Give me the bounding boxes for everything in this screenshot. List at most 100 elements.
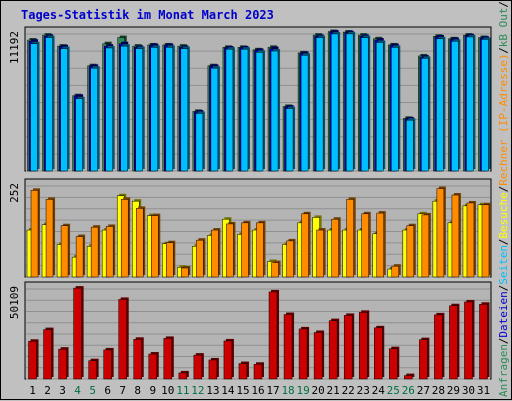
bar-requests-seiten-day-12 [195,113,204,172]
bar-requests-seiten-day-29 [451,40,459,172]
x-tick-label-day-18: 18 [281,384,294,397]
bar-requests-seiten-day-23 [360,37,369,172]
legend-separator: / [497,338,510,345]
bar-kbytes-kb-f-day-3 [58,348,67,380]
x-tick-label-day-12: 12 [191,384,204,397]
bar-requests-seiten-day-2 [45,37,53,172]
bar-kbytes-kb-f-day-26 [404,375,413,380]
bar-kbytes-kb-f-day-1 [28,341,37,380]
bar-visits-rechner-day-26 [406,225,415,278]
legend-item-anfragen: Anfragen [497,344,510,397]
bar-visits-rechner-day-7 [120,199,129,278]
legend-separator: / [497,239,510,246]
bar-kbytes-kb-f-day-13 [208,359,218,380]
x-tick-label-day-6: 6 [104,384,111,397]
bar-kbytes-kb-f-day-28 [434,314,443,380]
bar-requests-seiten-day-24 [376,42,384,172]
bar-visits-rechner-day-23 [361,213,369,278]
bar-visits-rechner-day-4 [75,236,84,278]
bar-requests-seiten-day-3 [60,48,68,172]
bar-kbytes-kb-f-day-22 [343,315,353,380]
bar-kbytes-kb-f-day-18 [283,314,293,380]
legend-item-dateien: Dateien [497,291,510,337]
x-tick-label-day-22: 22 [342,384,355,397]
bar-requests-seiten-day-18 [285,108,294,172]
y-max-label-visits: 252 [8,183,21,203]
bar-visits-rechner-day-29 [451,194,460,278]
bar-requests-seiten-day-8 [135,48,143,172]
bar-kbytes-kb-f-day-17 [268,291,278,380]
bar-requests-seiten-day-10 [165,47,174,172]
legend-separator: / [497,285,510,292]
bar-requests-seiten-day-9 [150,47,159,172]
bar-kbytes-kb-f-day-8 [133,339,142,380]
bar-requests-seiten-day-25 [391,47,399,172]
legend-item-kb-out: kB Out [497,7,510,47]
bar-requests-seiten-day-30 [466,36,474,172]
bar-requests-seiten-day-20 [315,37,324,172]
bar-kbytes-kb-f-day-19 [298,328,308,380]
x-tick-label-day-4: 4 [74,384,81,397]
bar-kbytes-kb-f-day-20 [313,332,323,380]
x-tick-label-day-13: 13 [206,384,219,397]
bar-requests-seiten-day-5 [90,67,98,172]
bar-requests-seiten-day-11 [180,48,189,172]
x-tick-label-day-3: 3 [59,384,66,397]
x-tick-label-day-28: 28 [432,384,445,397]
bar-visits-rechner-day-10 [166,242,174,278]
x-tick-label-day-9: 9 [149,384,156,397]
bar-kbytes-kb-f-day-5 [88,360,97,380]
bar-kbytes-kb-f-day-14 [223,340,233,380]
bar-visits-rechner-day-5 [90,226,99,278]
x-tick-label-day-2: 2 [44,384,51,397]
bar-shadow-kbytes-kb-f [406,373,415,377]
bar-kbytes-kb-f-day-29 [449,305,458,380]
bar-kbytes-kb-f-day-31 [479,304,488,380]
bar-requests-seiten-day-31 [481,39,489,172]
y-max-label-requests: 11192 [8,31,21,64]
bar-requests-seiten-day-14 [225,48,234,172]
bar-visits-rechner-day-16 [256,222,264,278]
x-tick-label-day-11: 11 [176,384,189,397]
legend-separator: / [497,47,510,54]
bar-visits-rechner-day-6 [105,226,114,278]
bar-requests-seiten-day-1 [30,43,38,172]
bar-visits-rechner-day-12 [196,239,204,278]
bar-kbytes-kb-f-day-27 [419,339,428,380]
bar-kbytes-kb-f-day-15 [238,363,248,380]
x-tick-label-day-10: 10 [161,384,174,397]
bar-kbytes-kb-f-day-9 [148,353,158,380]
bar-kbytes-kb-f-day-21 [328,320,338,380]
bar-kbytes-kb-f-day-7 [118,299,127,380]
legend-item-rechner-ip-adresse-: Rechner (IP-Adresse) [497,53,510,185]
legend-separator: / [497,186,510,193]
bar-kbytes-kb-f-day-23 [358,312,368,380]
x-tick-label-day-1: 1 [29,384,36,397]
bar-requests-seiten-day-16 [255,52,264,172]
y-max-label-kbytes: 50109 [8,286,21,319]
bar-requests-seiten-day-27 [421,58,429,172]
x-tick-label-day-26: 26 [402,384,415,397]
bar-kbytes-kb-f-day-2 [43,329,52,380]
bar-visits-rechner-day-28 [436,188,445,278]
bar-visits-rechner-day-27 [421,214,430,278]
bar-kbytes-kb-f-day-11 [178,372,188,380]
bar-visits-rechner-day-8 [135,208,144,278]
bar-visits-rechner-day-3 [60,225,69,278]
x-tick-label-day-23: 23 [357,384,370,397]
x-tick-label-day-14: 14 [221,384,235,397]
bar-requests-seiten-day-19 [300,55,309,172]
bar-kbytes-kb-f-day-16 [253,364,263,380]
x-tick-label-day-29: 29 [447,384,460,397]
x-tick-label-day-7: 7 [119,384,126,397]
x-tick-label-day-24: 24 [372,384,386,397]
bar-visits-rechner-day-30 [466,202,475,278]
bar-kbytes-kb-f-day-25 [389,348,398,380]
legend-item-besuche: Besuche [497,192,510,238]
bar-visits-rechner-day-20 [316,229,324,278]
bar-requests-seiten-day-13 [210,67,219,172]
x-tick-label-day-20: 20 [312,384,325,397]
bar-requests-seiten-day-26 [406,119,414,172]
bar-visits-rechner-day-15 [241,222,249,278]
bar-visits-rechner-day-17 [271,262,279,278]
